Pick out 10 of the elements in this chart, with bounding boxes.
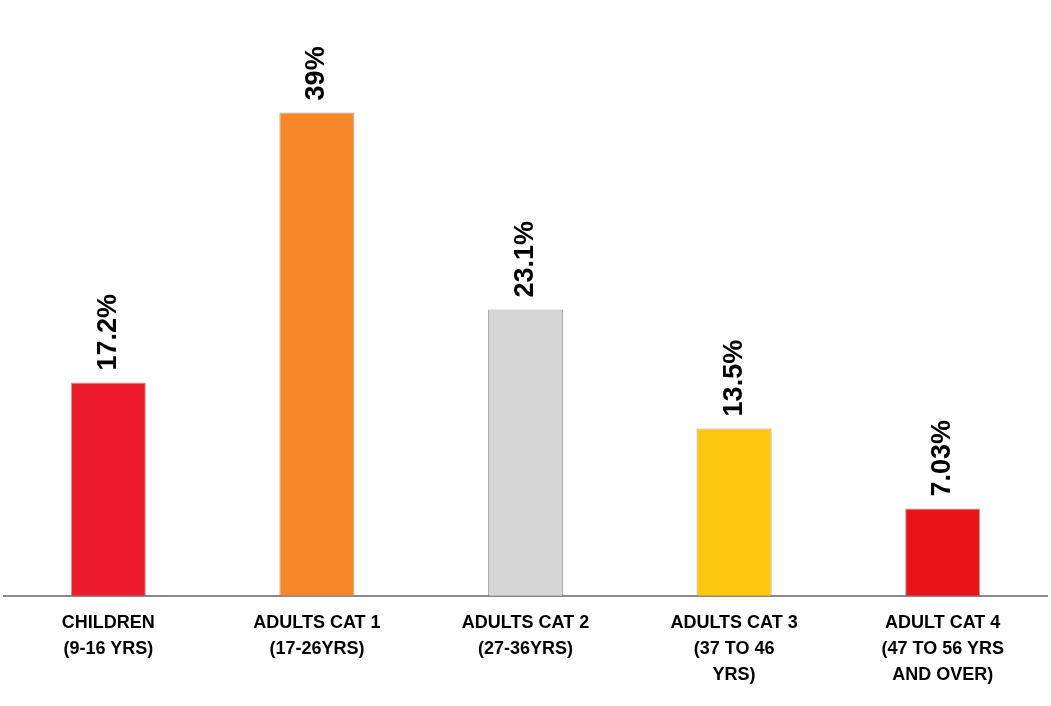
x-tick-label: CHILDREN (9-16 YRS) [61,611,155,658]
x-tick-label: ADULTS CAT 2 (27-36YRS) [461,611,590,658]
x-tick-label: ADULT CAT 4 (47 TO 56 YRS AND OVER) [881,611,1004,684]
x-tick-label: ADULTS CAT 3 (37 TO 46 YRS) [670,611,798,684]
data-label: 23.1% [508,220,539,298]
data-label: 13.5% [717,339,748,417]
data-label: 17.2% [91,293,122,371]
data-label: 7.03% [926,420,957,497]
x-tick-label: ADULTS CAT 1 (17-26YRS) [253,611,381,658]
data-label: 39% [300,46,331,101]
